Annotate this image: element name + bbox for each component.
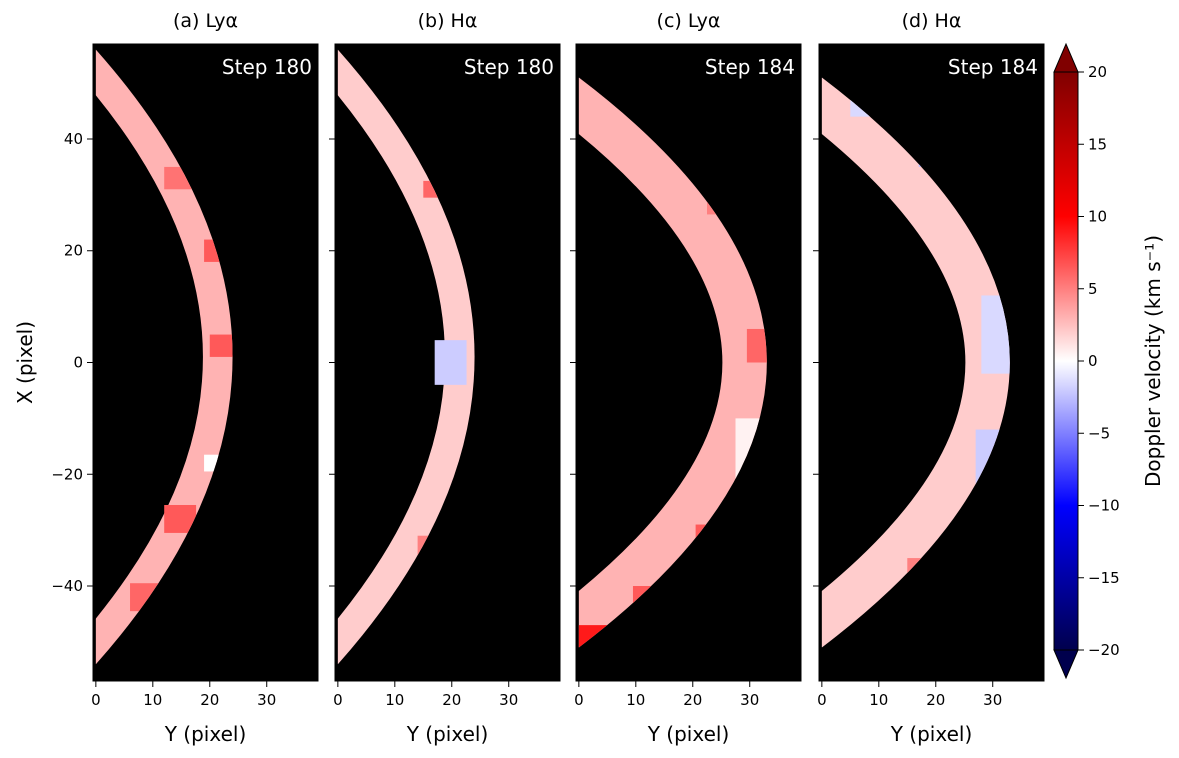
velocity-arc [337,49,475,665]
colorbar: 20 15 10 5 0 −5 −10 −15 −20 Doppler velocity (km … [1053,42,1165,680]
colorbar-tick-label: −15 [1088,569,1120,587]
x-axis-label: Y (pixel) [890,722,973,746]
step-annotation: Step 184 [948,55,1038,79]
y-tick-label: 0 [73,354,83,372]
velocity-patch [746,328,767,363]
colorbar-tick-label: 20 [1088,63,1107,81]
panel-title: (a) Lyα [173,10,238,32]
velocity-arc [578,77,767,648]
colorbar-tick-label: 15 [1088,135,1107,153]
step-annotation: Step 180 [464,55,554,79]
panel-b: (b) Hα Step 180 0 10 20 30 Y (pixel) [329,10,561,746]
x-tick-label: 30 [499,691,518,709]
colorbar-gradient [1054,72,1078,650]
x-axis-label: Y (pixel) [647,722,730,746]
x-tick-label: 10 [626,691,645,709]
velocity-patch [209,334,233,357]
step-annotation: Step 184 [705,55,795,79]
x-tick-label: 20 [926,691,945,709]
panel-title: (d) Hα [902,10,962,32]
x-tick-label: 20 [442,691,461,709]
colorbar-tick-label: 0 [1088,352,1098,370]
x-tick-label: 30 [983,691,1002,709]
x-tick-label: 0 [333,691,343,709]
panel-c: (c) Lyα Step 184 0 10 20 30 Y (pixel) [570,10,802,746]
colorbar-tick-label: 10 [1088,208,1107,226]
x-tick-label: 0 [91,691,101,709]
y-tick-label: 20 [64,242,83,260]
x-tick-label: 30 [740,691,759,709]
colorbar-label: Doppler velocity (km s⁻¹) [1141,235,1165,487]
x-tick-label: 10 [385,691,404,709]
colorbar-extend-min [1053,649,1079,680]
y-tick-label: −40 [51,577,83,595]
x-tick-label: 0 [574,691,584,709]
panel-title: (c) Lyα [657,10,721,32]
x-tick-label: 10 [143,691,162,709]
colorbar-tick-label: −20 [1088,641,1120,659]
x-tick-label: 0 [817,691,827,709]
y-tick-label: −20 [51,465,83,483]
x-tick-label: 30 [257,691,276,709]
x-tick-label: 20 [683,691,702,709]
velocity-arc [95,49,233,665]
y-tick-label: 40 [64,130,83,148]
panel-a: (a) Lyα Step 180 0 10 20 30 40 20 0 −20 −40 Y (pixe… [13,10,319,746]
colorbar-tick-label: −10 [1088,497,1120,515]
panel-d: (d) Hα Step 184 0 10 20 30 Y (pixel) [813,10,1045,746]
y-axis-label: X (pixel) [13,321,37,404]
panel-title: (b) Hα [418,10,478,32]
colorbar-extend-max [1053,42,1079,73]
x-tick-label: 10 [869,691,888,709]
step-annotation: Step 180 [222,55,312,79]
x-axis-label: Y (pixel) [164,722,247,746]
colorbar-tick-label: 5 [1088,280,1098,298]
x-tick-label: 20 [200,691,219,709]
velocity-patch [434,340,467,385]
colorbar-tick-label: −5 [1088,424,1110,442]
x-axis-label: Y (pixel) [406,722,489,746]
